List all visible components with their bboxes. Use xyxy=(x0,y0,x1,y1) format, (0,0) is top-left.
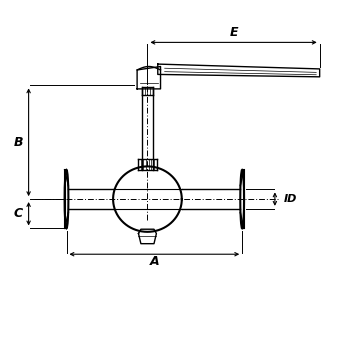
Text: C: C xyxy=(14,207,23,220)
Text: A: A xyxy=(149,255,159,268)
Text: ID: ID xyxy=(284,194,297,204)
Text: B: B xyxy=(14,136,23,149)
Text: E: E xyxy=(229,26,238,39)
